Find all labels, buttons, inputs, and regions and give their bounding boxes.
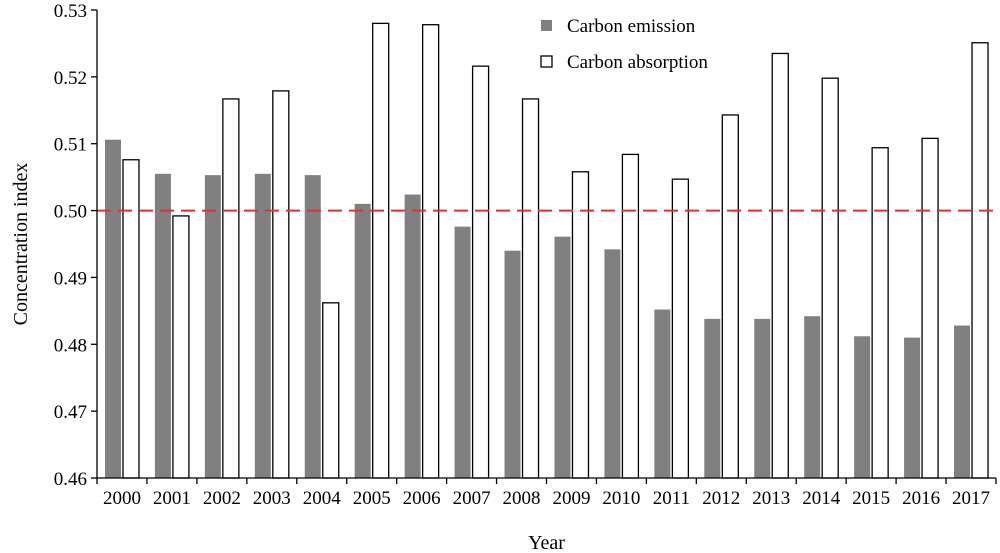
bar-carbon-absorption-2007 <box>471 65 490 479</box>
y-ticks: 0.46 0.47 0.48 0.49 0.50 0.51 0.52 0.53 <box>54 1 97 490</box>
y-tick-label: 0.48 <box>54 335 87 356</box>
bar-carbon-emission-2012 <box>704 318 721 478</box>
y-tick-label: 0.50 <box>54 202 87 223</box>
x-tick-label: 2017 <box>952 488 990 509</box>
bar-carbon-absorption-2003 <box>272 90 290 479</box>
bar-carbon-absorption-2016 <box>921 137 939 479</box>
bar-carbon-emission-2013 <box>754 318 771 478</box>
bar-carbon-emission-2000 <box>104 139 121 478</box>
bar-carbon-absorption-2004 <box>322 302 340 479</box>
x-tick-label: 2009 <box>552 488 590 509</box>
x-tick-label: 2012 <box>702 488 740 509</box>
bar-carbon-emission-2017 <box>954 325 971 478</box>
bar-carbon-absorption-2002 <box>222 98 240 479</box>
legend-swatch-carbon-absorption <box>540 55 553 68</box>
bar-carbon-absorption-2017 <box>971 42 989 479</box>
x-tick-label: 2000 <box>103 488 141 509</box>
y-tick-label: 0.51 <box>54 135 87 156</box>
x-axis-title: Year <box>528 532 565 553</box>
x-tick-label: 2005 <box>353 488 391 509</box>
y-axis-title: Concentration index <box>10 163 32 326</box>
legend-label-carbon-emission: Carbon emission <box>567 16 696 37</box>
bar-carbon-absorption-2000 <box>122 159 140 479</box>
x-tick-label: 2016 <box>902 488 940 509</box>
y-tick-label: 0.53 <box>54 1 87 22</box>
bar-carbon-absorption-2012 <box>721 114 739 479</box>
legend: Carbon emission Carbon absorption <box>540 16 708 73</box>
x-tick-label: 2013 <box>752 488 790 509</box>
bar-carbon-emission-2003 <box>254 173 271 479</box>
bar-carbon-absorption-2009 <box>571 171 590 479</box>
x-tick-label: 2003 <box>253 488 291 509</box>
bar-carbon-absorption-2005 <box>372 22 390 479</box>
bar-carbon-absorption-2013 <box>771 52 789 479</box>
x-tick-label: 2006 <box>403 488 441 509</box>
bar-carbon-emission-2009 <box>554 236 571 478</box>
bar-carbon-emission-2011 <box>654 309 671 478</box>
legend-label-carbon-absorption: Carbon absorption <box>567 52 708 73</box>
bar-carbon-absorption-2008 <box>521 98 540 479</box>
bar-carbon-emission-2006 <box>404 194 421 479</box>
bars <box>104 22 989 479</box>
y-tick-label: 0.47 <box>54 402 87 423</box>
bar-carbon-emission-2001 <box>154 173 171 479</box>
bar-carbon-emission-2008 <box>504 250 521 478</box>
x-tick-label: 2010 <box>602 488 640 509</box>
bar-carbon-absorption-2006 <box>421 24 440 479</box>
x-ticks: 2000 2001 2002 2003 2004 2005 2006 2007 2008 2009… <box>96 478 997 509</box>
bar-carbon-emission-2015 <box>854 336 871 478</box>
y-tick-label: 0.49 <box>54 268 87 289</box>
bar-carbon-emission-2002 <box>204 175 221 478</box>
x-tick-label: 2001 <box>153 488 191 509</box>
x-tick-label: 2002 <box>203 488 241 509</box>
x-tick-label: 2004 <box>303 488 342 509</box>
y-tick-label: 0.52 <box>54 68 87 89</box>
legend-swatch-carbon-emission <box>541 20 552 31</box>
bar-carbon-absorption-2010 <box>621 153 640 479</box>
bar-carbon-emission-2005 <box>354 203 371 478</box>
x-tick-label: 2008 <box>503 488 541 509</box>
bar-carbon-emission-2014 <box>804 316 821 478</box>
bar-carbon-absorption-2001 <box>172 215 190 479</box>
bar-carbon-absorption-2015 <box>871 147 889 479</box>
x-tick-label: 2015 <box>852 488 890 509</box>
bar-carbon-emission-2016 <box>904 337 921 478</box>
bar-carbon-absorption-2014 <box>821 77 839 479</box>
y-tick-label: 0.46 <box>54 469 87 490</box>
bar-carbon-emission-2010 <box>604 249 621 478</box>
x-tick-label: 2007 <box>453 488 491 509</box>
bar-carbon-absorption-2011 <box>671 178 690 479</box>
x-tick-label: 2014 <box>802 488 841 509</box>
x-tick-label: 2011 <box>653 488 690 509</box>
bar-carbon-emission-2004 <box>304 175 321 478</box>
bar-carbon-emission-2007 <box>454 226 471 478</box>
